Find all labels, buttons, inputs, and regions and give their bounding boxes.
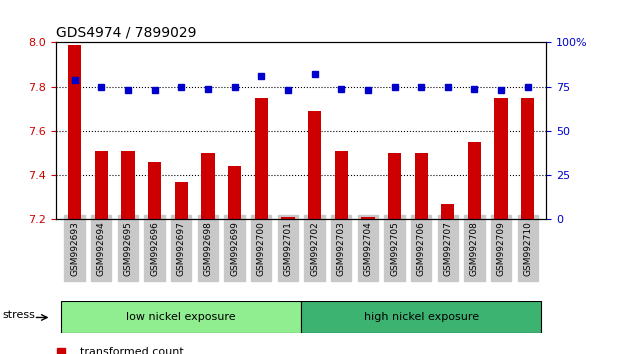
Bar — [301, 301, 541, 333]
Bar — [201, 153, 214, 219]
Bar — [94, 151, 108, 219]
Bar — [494, 98, 508, 219]
Bar — [255, 98, 268, 219]
Text: GDS4974 / 7899029: GDS4974 / 7899029 — [56, 26, 196, 40]
Bar — [441, 204, 455, 219]
Bar — [68, 45, 81, 219]
Bar — [61, 301, 301, 333]
Bar — [361, 217, 374, 219]
Bar — [521, 98, 535, 219]
Text: stress: stress — [3, 310, 35, 320]
Bar — [388, 153, 401, 219]
Text: transformed count: transformed count — [81, 347, 184, 354]
Bar — [281, 217, 294, 219]
Bar — [335, 151, 348, 219]
Text: low nickel exposure: low nickel exposure — [127, 312, 236, 322]
Bar — [308, 111, 321, 219]
Bar — [121, 151, 135, 219]
Bar — [414, 153, 428, 219]
Bar — [228, 166, 241, 219]
Text: high nickel exposure: high nickel exposure — [364, 312, 479, 322]
Bar — [175, 182, 188, 219]
Bar — [148, 162, 161, 219]
Bar — [468, 142, 481, 219]
